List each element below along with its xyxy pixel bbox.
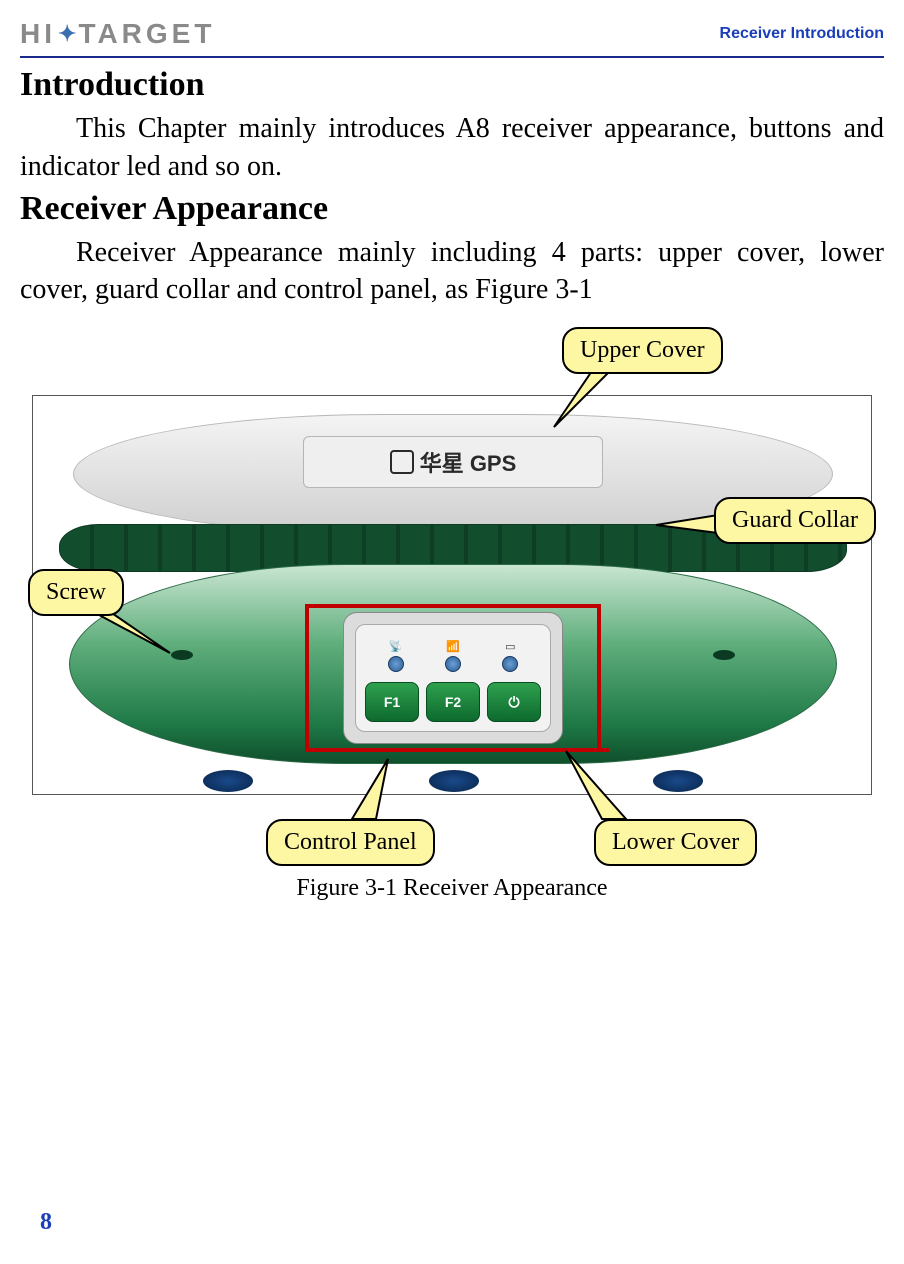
device-led-row: 📡 📶 ▭ <box>367 632 539 672</box>
callout-tail-control-panel <box>346 757 396 823</box>
logo-target: TARGET <box>78 18 215 50</box>
page-header: HI ✦ TARGET Receiver Introduction <box>20 18 884 58</box>
button-f2: F2 <box>426 682 480 722</box>
device-foot-center <box>429 770 479 792</box>
paragraph-receiver-appearance: Receiver Appearance mainly including 4 p… <box>20 234 884 310</box>
callout-guard-collar: Guard Collar <box>714 497 876 544</box>
device-foot-left <box>203 770 253 792</box>
signal-icon: 📶 <box>446 640 460 653</box>
device-photo: 华星 GPS 📡 📶 ▭ F1 F2 ⏻ <box>32 395 872 795</box>
device-brand-plate: 华星 GPS <box>303 436 603 488</box>
button-power: ⏻ <box>487 682 541 722</box>
callout-tail-lower-cover <box>562 749 632 823</box>
led-signal: 📶 <box>433 640 473 672</box>
heading-introduction: Introduction <box>20 66 884 104</box>
led-satellite: 📡 <box>376 640 416 672</box>
logo-hi: HI <box>20 18 56 50</box>
figure-3-1: Upper Cover Guard Collar Screw Control P… <box>22 327 882 867</box>
brand-text: 华星 GPS <box>420 446 517 478</box>
battery-icon: ▭ <box>505 640 515 653</box>
device-foot-right <box>653 770 703 792</box>
logo: HI ✦ TARGET <box>20 18 215 50</box>
figure-caption: Figure 3-1 Receiver Appearance <box>20 875 884 902</box>
header-section-title: Receiver Introduction <box>720 25 884 43</box>
button-f1: F1 <box>365 682 419 722</box>
logo-star-icon: ✦ <box>58 21 76 47</box>
callout-upper-cover: Upper Cover <box>562 327 723 374</box>
page-content: Introduction This Chapter mainly introdu… <box>20 58 884 902</box>
paragraph-introduction: This Chapter mainly introduces A8 receiv… <box>20 110 884 186</box>
led-battery: ▭ <box>490 640 530 672</box>
callout-control-panel: Control Panel <box>266 819 435 866</box>
callout-screw: Screw <box>28 569 124 616</box>
satellite-icon: 📡 <box>389 640 403 653</box>
heading-receiver-appearance: Receiver Appearance <box>20 190 884 228</box>
page-number: 8 <box>40 1209 52 1236</box>
device-button-row: F1 F2 ⏻ <box>365 682 541 724</box>
brand-logo-icon <box>390 450 414 474</box>
callout-lower-cover: Lower Cover <box>594 819 757 866</box>
callout-tail-guard-collar <box>654 509 722 539</box>
